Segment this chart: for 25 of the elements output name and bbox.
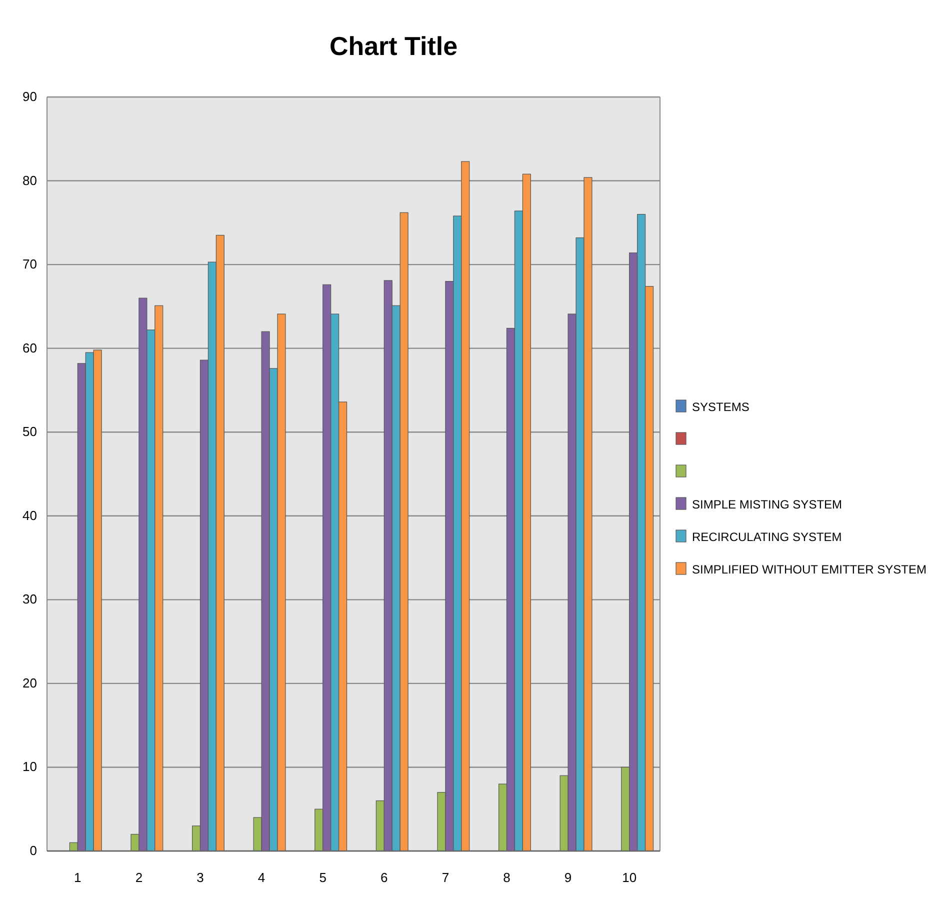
x-tick-label: 1 xyxy=(74,870,82,885)
y-tick-label: 30 xyxy=(22,592,37,607)
y-tick-label: 40 xyxy=(22,508,37,523)
legend-label: RECIRCULATING SYSTEM xyxy=(692,530,842,544)
x-tick-label: 4 xyxy=(258,870,266,885)
x-tick-label: 2 xyxy=(135,870,143,885)
y-tick-label: 60 xyxy=(22,340,37,356)
x-tick-label: 7 xyxy=(442,870,450,885)
x-tick-label: 5 xyxy=(319,870,326,885)
x-tick-label: 10 xyxy=(622,870,637,885)
x-tick-label: 3 xyxy=(196,870,204,885)
y-tick-label: 0 xyxy=(30,843,37,858)
y-tick-label: 20 xyxy=(22,675,37,690)
y-tick-label: 70 xyxy=(22,256,37,272)
x-tick-label: 9 xyxy=(564,870,572,885)
y-tick-label: 10 xyxy=(22,759,37,774)
x-tick-label: 6 xyxy=(380,870,388,885)
legend-label: SIMPLE MISTING SYSTEM xyxy=(692,498,842,512)
chart-title: Chart Title xyxy=(329,31,458,61)
y-tick-label: 90 xyxy=(22,89,37,104)
y-tick-label: 80 xyxy=(22,172,37,188)
x-tick-label: 8 xyxy=(503,870,510,885)
y-tick-label: 50 xyxy=(22,424,37,440)
legend-label: SYSTEMS xyxy=(692,400,750,414)
legend-label: SIMPLIFIED WITHOUT EMITTER SYSTEM xyxy=(692,562,926,576)
